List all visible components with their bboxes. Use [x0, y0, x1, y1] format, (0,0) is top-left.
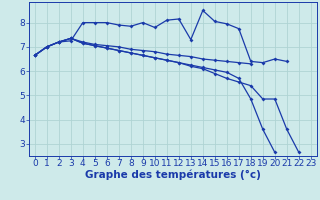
- X-axis label: Graphe des températures (°c): Graphe des températures (°c): [85, 170, 261, 180]
